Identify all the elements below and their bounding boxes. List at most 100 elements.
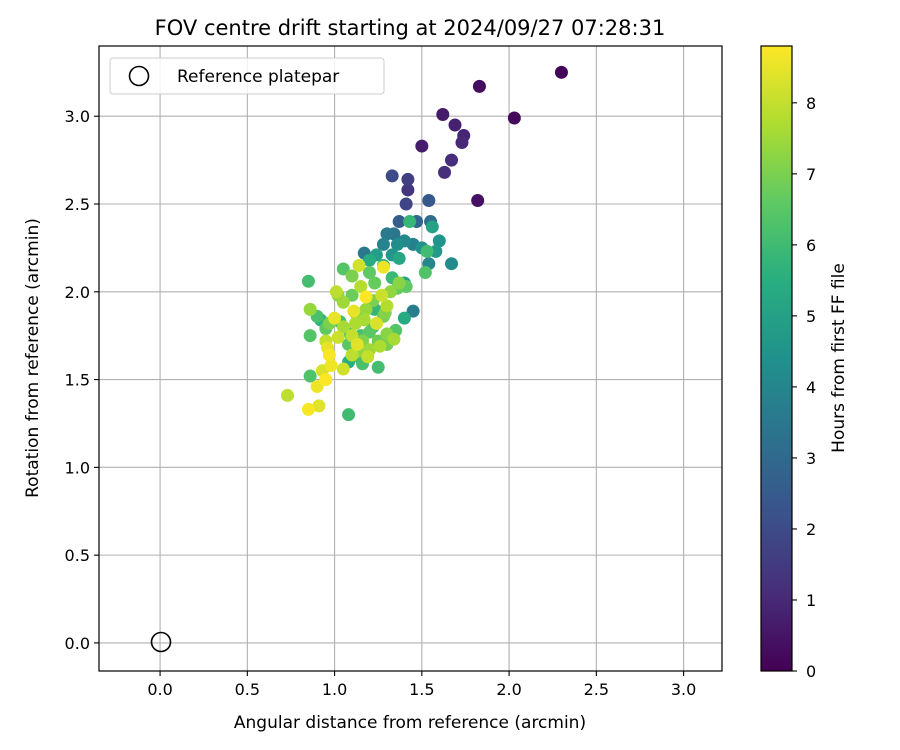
y-tick-label: 1.0 (65, 458, 90, 477)
data-point (373, 339, 387, 353)
data-point (328, 311, 342, 325)
data-point (401, 172, 415, 186)
x-axis-label: Angular distance from reference (arcmin) (234, 713, 586, 733)
data-point (392, 276, 406, 290)
data-point (345, 269, 359, 283)
data-point (369, 316, 383, 330)
data-point (350, 337, 364, 351)
data-point (554, 65, 568, 79)
data-point (371, 360, 385, 374)
y-tick-label: 0.5 (65, 546, 90, 565)
data-point (397, 311, 411, 325)
y-tick-label: 0.0 (65, 634, 90, 653)
colorbar-ticks: 0 1 2 3 4 5 6 7 8 (792, 94, 816, 681)
data-point (331, 330, 345, 344)
colorbar-tick-label: 4 (806, 378, 816, 397)
colorbar-tick-label: 1 (806, 591, 816, 610)
x-tick-label: 0.5 (235, 680, 260, 699)
data-point (349, 316, 363, 330)
data-point (336, 295, 350, 309)
data-point (390, 237, 404, 251)
x-axis-ticks: 0.0 0.5 1.0 1.5 2.0 2.5 3.0 (147, 671, 696, 699)
colorbar-label: Hours from first FF file (829, 263, 849, 453)
data-point (312, 399, 326, 413)
data-point (368, 276, 382, 290)
data-point (422, 193, 436, 207)
data-point (319, 373, 333, 387)
data-point (352, 258, 366, 272)
colorbar-gradient (760, 45, 793, 672)
x-tick-label: 1.0 (322, 680, 347, 699)
data-point (455, 136, 469, 150)
data-point (445, 257, 459, 271)
data-point (387, 332, 401, 346)
data-point (438, 165, 452, 179)
data-point (376, 260, 390, 274)
chart-title: FOV centre drift starting at 2024/09/27 … (155, 16, 666, 40)
data-point (347, 304, 361, 318)
data-point (359, 302, 373, 316)
legend-box (109, 57, 385, 95)
x-tick-label: 2.0 (496, 680, 521, 699)
legend-marker-icon (128, 65, 150, 87)
data-point (303, 329, 317, 343)
data-point (301, 274, 315, 288)
reference-marker (150, 631, 172, 653)
data-point (354, 280, 368, 294)
x-tick-label: 2.5 (584, 680, 609, 699)
y-tick-label: 1.5 (65, 371, 90, 390)
data-point (362, 325, 376, 339)
y-axis-label: Rotation from reference (arcmin) (23, 218, 43, 498)
legend: Reference platepar (109, 57, 385, 95)
data-point (303, 302, 317, 316)
data-point (420, 244, 434, 258)
data-point (329, 285, 343, 299)
data-point (415, 139, 429, 153)
data-point (359, 290, 373, 304)
data-point (324, 359, 338, 373)
data-point (507, 111, 521, 125)
data-point (399, 197, 413, 211)
data-point (342, 408, 356, 422)
data-point (445, 153, 459, 167)
y-tick-label: 2.0 (65, 283, 90, 302)
y-axis-ticks: 0.0 0.5 1.0 1.5 2.0 2.5 3.0 (65, 107, 99, 653)
data-point (310, 380, 324, 394)
data-point (448, 118, 462, 132)
data-point (471, 193, 485, 207)
x-tick-label: 1.5 (409, 680, 434, 699)
colorbar: 0 1 2 3 4 5 6 7 8 Hours from first FF file (760, 45, 849, 681)
x-tick-label: 3.0 (671, 680, 696, 699)
data-point (432, 234, 446, 248)
plot-frame (98, 45, 723, 672)
data-point (418, 265, 432, 279)
colorbar-tick-label: 3 (806, 449, 816, 468)
data-point (336, 262, 350, 276)
data-point (362, 265, 376, 279)
y-tick-label: 2.5 (65, 195, 90, 214)
data-point (436, 107, 450, 121)
data-point (345, 348, 359, 362)
data-points (280, 65, 568, 422)
data-point (392, 215, 406, 229)
data-point (380, 227, 394, 241)
data-point (385, 169, 399, 183)
grid-lines (99, 46, 722, 671)
data-point (336, 362, 350, 376)
data-point (380, 299, 394, 313)
legend-entry-label: Reference platepar (177, 67, 339, 87)
data-point (301, 402, 315, 416)
data-point (280, 388, 294, 402)
colorbar-tick-label: 0 (806, 662, 816, 681)
data-point (376, 237, 390, 251)
data-point (362, 253, 376, 267)
data-point (361, 350, 375, 364)
data-point (406, 304, 420, 318)
data-point (425, 220, 439, 234)
data-point (392, 251, 406, 265)
colorbar-tick-label: 6 (806, 236, 816, 255)
data-point (401, 183, 415, 197)
data-point (336, 320, 350, 334)
colorbar-tick-label: 2 (806, 520, 816, 539)
